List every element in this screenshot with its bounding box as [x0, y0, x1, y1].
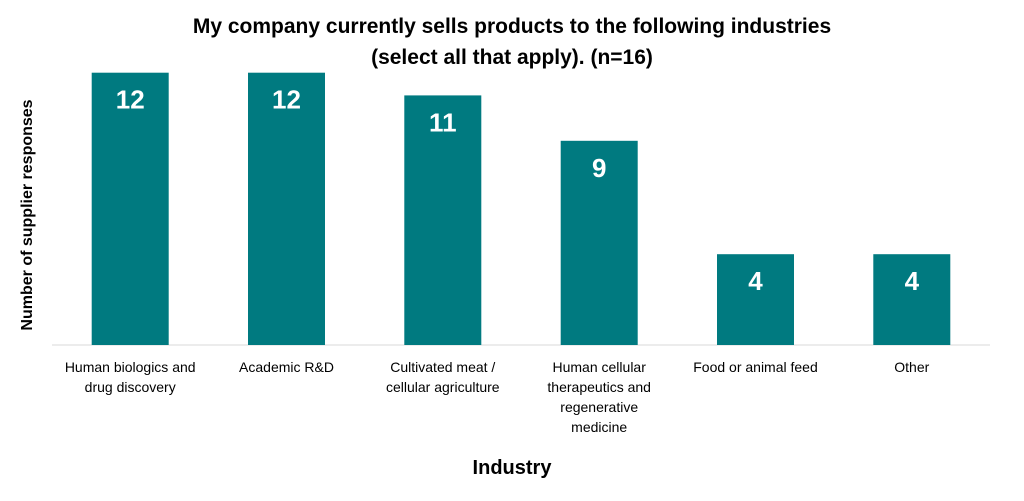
chart-title-line-2: (select all that apply). (n=16) [371, 46, 653, 69]
bar-1 [248, 72, 325, 345]
y-axis-label: Number of supplier responses [19, 99, 36, 330]
data-label-5: 4 [905, 266, 920, 296]
bars-group [91, 72, 951, 346]
bar-0 [91, 72, 169, 345]
category-label-0: Human biologics and drug discovery [65, 359, 196, 395]
category-labels-group: Human biologics and drug discovery Academi… [65, 359, 930, 435]
data-labels-group: 12 12 11 9 4 4 [116, 85, 920, 297]
category-label-1: Academic R&D [239, 359, 334, 375]
category-label-5: Other [894, 359, 929, 375]
bar-3 [560, 140, 638, 345]
category-label-4: Food or animal feed [693, 359, 818, 375]
bar-5 [873, 254, 951, 345]
category-label-2: Cultivated meat / cellular agriculture [386, 359, 500, 395]
data-label-4: 4 [748, 266, 763, 296]
bar-4 [717, 254, 794, 345]
bar-2 [404, 95, 482, 346]
chart-title-line-1: My company currently sells products to t… [193, 15, 831, 38]
data-label-2: 11 [429, 107, 457, 137]
data-label-3: 9 [592, 153, 606, 183]
data-label-0: 12 [116, 85, 145, 115]
category-label-3: Human cellular therapeutics and regenerati… [547, 359, 651, 435]
data-label-1: 12 [272, 85, 301, 115]
x-axis-label: Industry [473, 457, 553, 479]
